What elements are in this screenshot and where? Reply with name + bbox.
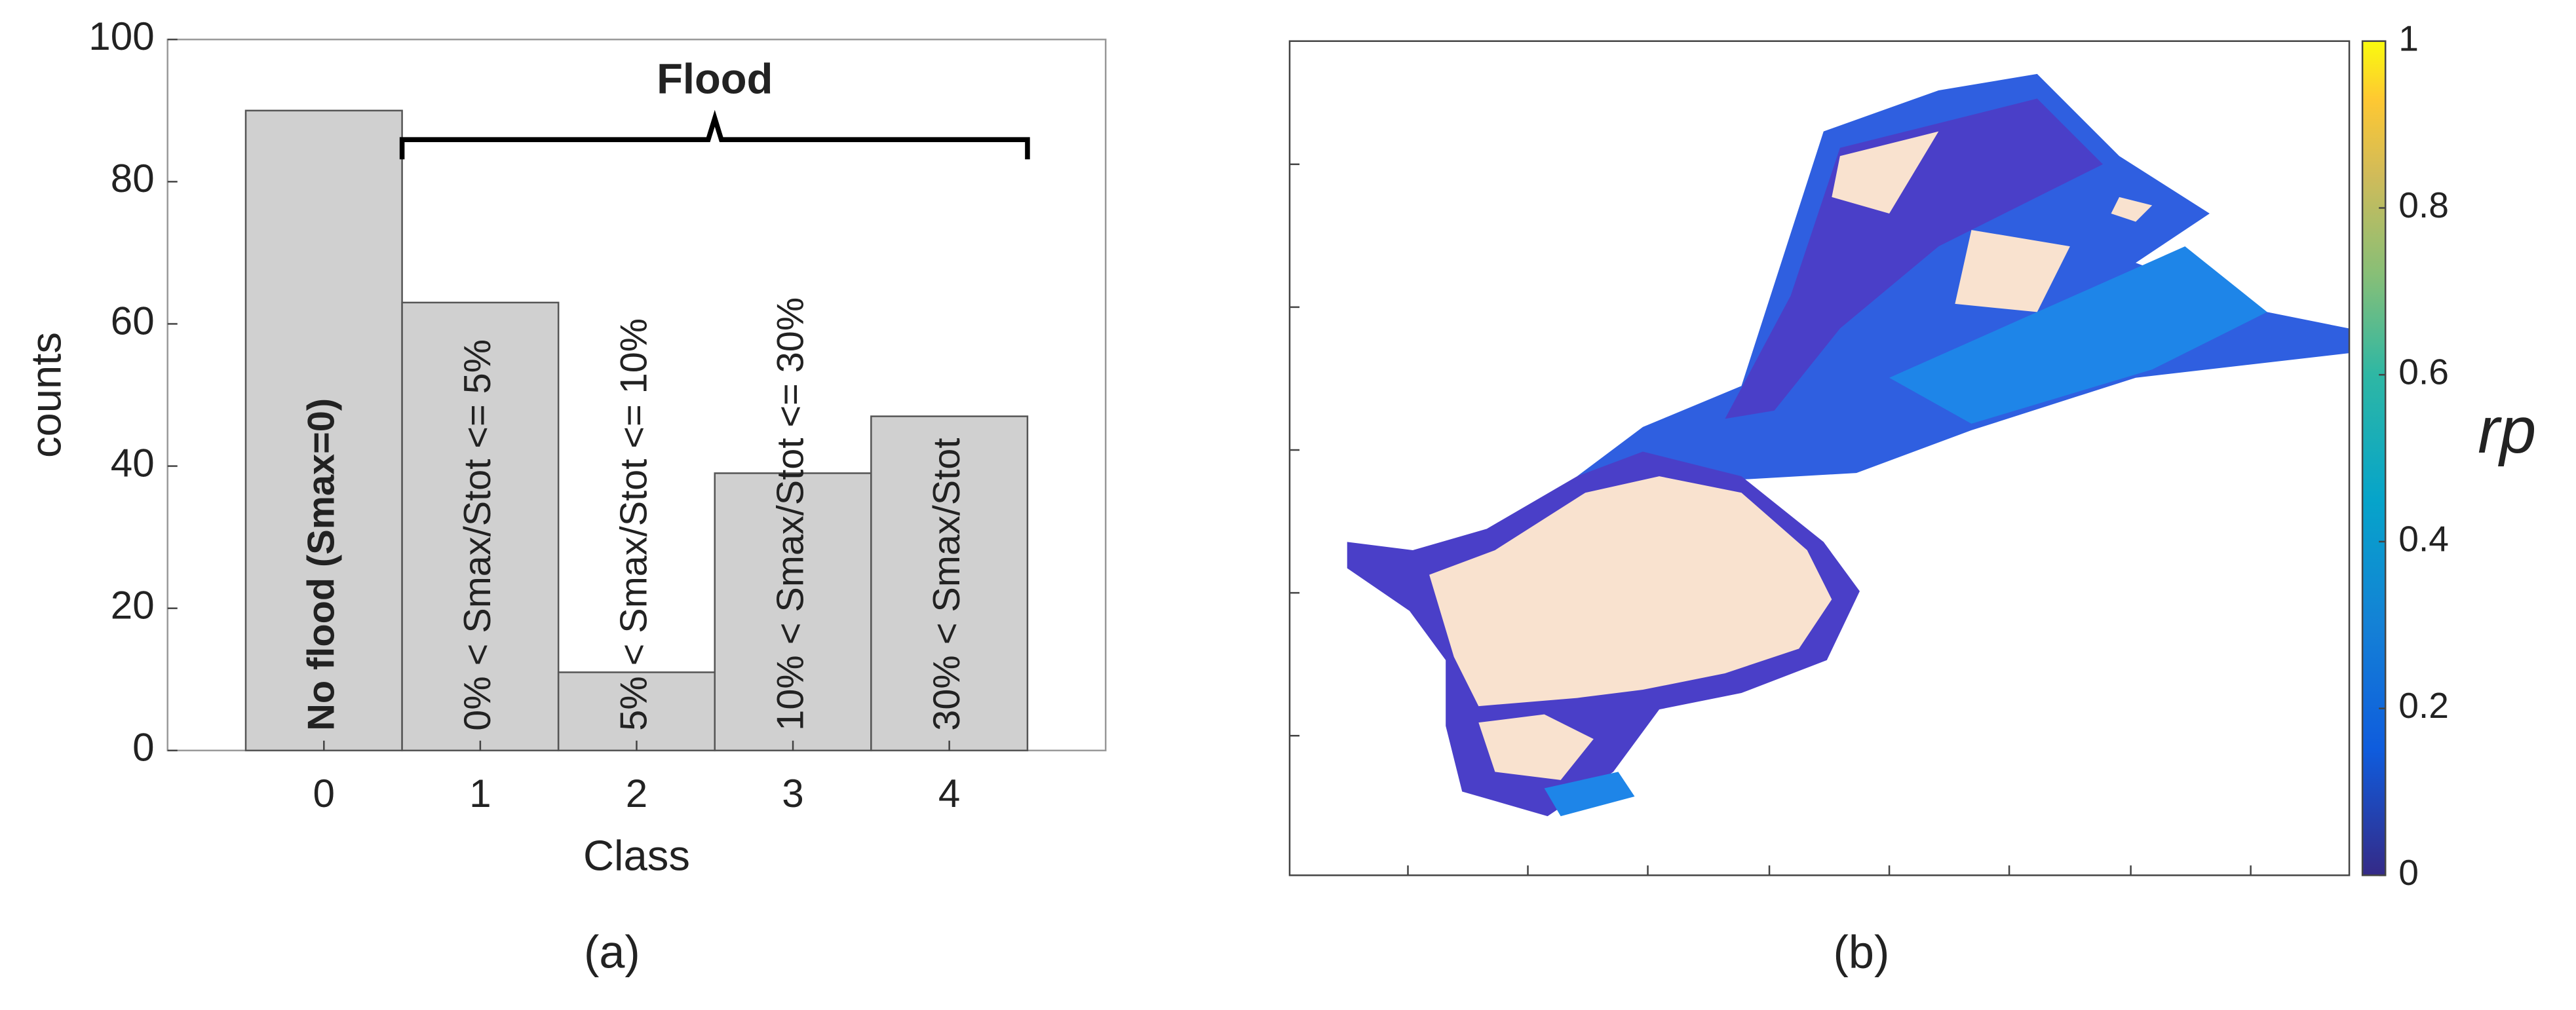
bar-label: No flood (Smax=0): [301, 398, 343, 731]
x-tick-label: 2: [626, 772, 647, 815]
caption: (b): [1834, 926, 1890, 978]
x-tick-label: 1: [469, 772, 491, 815]
bar-label: 30% < Smax/Stot: [926, 438, 968, 731]
panel-b: 0 0.2 0.4 0.6 0.8 1 rp (b): [1288, 18, 2536, 978]
x-tick-label: 3: [782, 772, 803, 815]
y-tick-label: 40: [111, 441, 155, 485]
colorbar: [2361, 40, 2387, 876]
x-axis-label: Class: [583, 831, 690, 879]
y-tick-label: 80: [111, 157, 155, 200]
map-frame: [1288, 40, 2351, 876]
caption: (a): [584, 926, 640, 978]
bar-label: 10% < Smax/Stot <= 30%: [769, 297, 811, 731]
bar: [870, 415, 1029, 752]
bar-label: 5% < Smax/Stot <= 10%: [613, 318, 655, 731]
annotation: Flood: [657, 55, 773, 103]
bracket: [399, 109, 1030, 160]
colorbar-tick-label: 0.8: [2398, 185, 2449, 225]
bar: [401, 301, 560, 752]
map-region: [1889, 246, 2267, 424]
map-patch: [1832, 131, 2185, 354]
colorbar-label: rp: [2478, 394, 2536, 467]
colorbar-tick-label: 1: [2398, 18, 2419, 58]
bar: [714, 472, 872, 752]
map-patch: [1429, 476, 1832, 707]
colorbar-tick-label: 0.6: [2398, 352, 2449, 392]
y-axis-label: counts: [22, 332, 69, 458]
colorbar-tick-label: 0.2: [2398, 685, 2449, 726]
bar: [244, 109, 403, 752]
y-tick-label: 20: [111, 584, 155, 627]
map-region: [1725, 98, 2103, 419]
map-region: [1544, 772, 1635, 817]
colorbar-tick-label: 0: [2398, 852, 2419, 893]
map: [1347, 73, 2350, 817]
map-patch: [1478, 714, 1594, 780]
x-tick-label: 4: [938, 772, 960, 815]
x-tick-label: 0: [313, 772, 335, 815]
bar: [557, 671, 716, 752]
y-tick-label: 100: [88, 14, 154, 58]
map-ticks: [1290, 163, 2252, 876]
y-tick-label: 60: [111, 299, 155, 343]
colorbar-tick-label: 0.4: [2398, 518, 2449, 559]
y-tick-label: 0: [132, 726, 154, 770]
bar-label: 0% < Smax/Stot <= 5%: [457, 339, 499, 731]
